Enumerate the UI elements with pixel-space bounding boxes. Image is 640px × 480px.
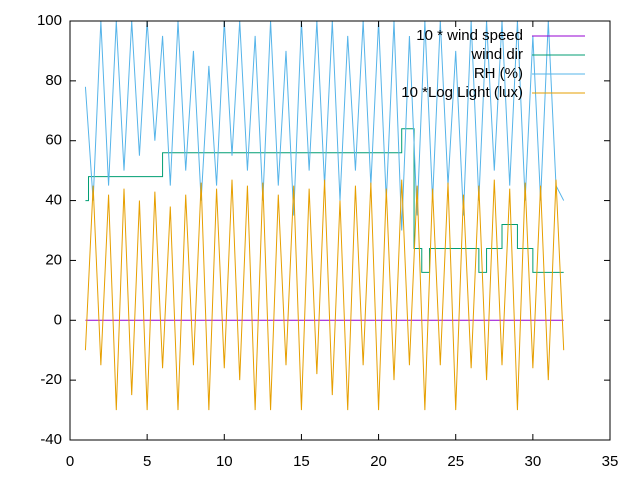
series-line xyxy=(85,128,564,273)
legend-label: 10 * wind speed xyxy=(416,27,523,44)
x-tick-label: 25 xyxy=(447,453,464,470)
y-tick-label: 0 xyxy=(54,311,62,328)
x-tick-label: 15 xyxy=(293,453,310,470)
legend-label: 10 *Log Light (lux) xyxy=(401,84,523,101)
frame xyxy=(69,20,611,441)
legend-label: RH (%) xyxy=(474,65,523,82)
x-tick-label: 35 xyxy=(602,453,619,470)
x-tick-label: 10 xyxy=(216,453,233,470)
x-tick-label: 30 xyxy=(525,453,542,470)
legend-label: wind dir xyxy=(470,46,523,63)
y-tick-label: -20 xyxy=(40,371,62,388)
y-tick-label: 80 xyxy=(45,72,62,89)
y-tick-label: 40 xyxy=(45,192,62,209)
x-tick-label: 0 xyxy=(66,453,74,470)
x-tick-label: 5 xyxy=(143,453,151,470)
series-line xyxy=(84,179,565,411)
y-tick-label: -40 xyxy=(40,431,62,448)
y-tick-label: 100 xyxy=(37,12,62,29)
y-tick-label: 60 xyxy=(45,132,62,149)
x-tick-label: 20 xyxy=(370,453,387,470)
y-tick-label: 20 xyxy=(45,251,62,268)
plot-area xyxy=(84,21,565,411)
